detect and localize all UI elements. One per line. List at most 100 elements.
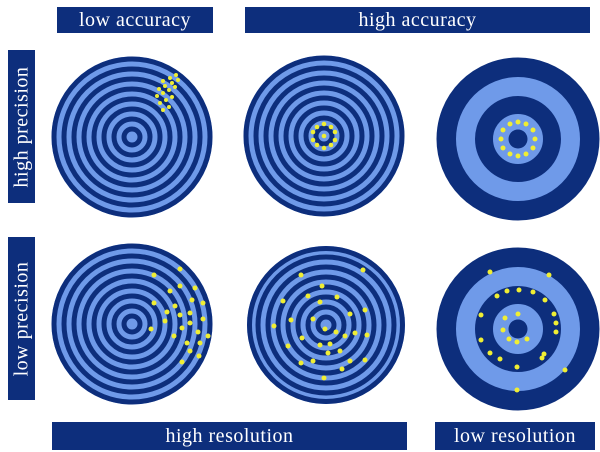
shot-dot [170, 95, 174, 99]
shot-dot [177, 283, 183, 289]
shot-dot [310, 316, 316, 322]
target-ring [101, 106, 163, 168]
shot-dot [352, 330, 358, 336]
shot-dot [200, 316, 206, 322]
shot-dot [562, 367, 568, 373]
label-text: low resolution [454, 425, 576, 447]
shot-dot [342, 333, 348, 339]
shot-dot [325, 350, 331, 356]
target-high-precision-low-accuracy [51, 56, 213, 218]
target-ring [71, 76, 193, 198]
shot-dot [314, 142, 320, 148]
shot-dot [553, 320, 559, 326]
shot-dot [339, 366, 345, 372]
shot-dot [337, 348, 343, 354]
shot-dot [532, 136, 538, 142]
target-ring [61, 253, 203, 395]
shot-dot [317, 342, 323, 348]
shot-dot [184, 340, 190, 346]
shot-dot [328, 124, 334, 130]
target-ring [475, 286, 561, 372]
shot-dot [168, 76, 172, 80]
target-low-precision-high-accuracy-low-res [436, 247, 600, 411]
shot-dot [317, 299, 323, 305]
shot-dot [364, 332, 370, 338]
target-ring [121, 126, 143, 148]
label-high-precision: high precision [8, 50, 35, 203]
shot-dot [523, 121, 529, 127]
label-text: high resolution [165, 425, 294, 447]
shot-dot [497, 356, 503, 362]
shot-dot [347, 311, 353, 317]
shot-dot [327, 341, 333, 347]
shot-dot [500, 327, 506, 333]
target-ring [313, 125, 335, 147]
shot-dot [310, 129, 316, 135]
target-ring [275, 274, 377, 376]
target-ring [121, 313, 143, 335]
shot-dot [319, 283, 325, 289]
label-text: low accuracy [78, 9, 192, 31]
shot-dot [187, 320, 193, 326]
shot-dot [177, 266, 183, 272]
target-ring [81, 86, 183, 188]
target-ring [265, 264, 387, 386]
shot-dot [164, 98, 168, 102]
shot-dot [176, 78, 180, 82]
target-center-dot [508, 129, 528, 149]
shot-dot [530, 289, 536, 295]
shot-dot [148, 326, 154, 332]
shot-dot [161, 91, 165, 95]
target-ring [293, 105, 355, 167]
shot-dot [299, 335, 305, 341]
label-text: high accuracy [358, 9, 477, 31]
shot-dot [530, 127, 536, 133]
label-high-accuracy: high accuracy [245, 7, 590, 33]
shot-dot [155, 94, 159, 98]
target-center-dot [508, 319, 528, 339]
shot-dot [164, 309, 170, 315]
shot-dot [310, 358, 316, 364]
shot-dot [539, 355, 545, 361]
shot-dot [516, 287, 522, 293]
shot-dot [179, 359, 185, 365]
target-ring [438, 249, 598, 409]
shot-dot [507, 151, 513, 157]
target-ring [263, 75, 385, 197]
target-ring [285, 284, 367, 366]
shot-dot [487, 269, 493, 275]
shot-dot [328, 142, 334, 148]
shot-dot [298, 360, 304, 366]
target-high-precision-high-accuracy-high-res [243, 55, 405, 217]
shot-dot [530, 145, 536, 151]
shot-dot [151, 272, 157, 278]
shot-dot [514, 339, 520, 345]
shot-dot [280, 298, 286, 304]
target-ring [438, 59, 598, 219]
shot-dot [171, 333, 177, 339]
shot-dot [310, 137, 316, 143]
shot-dot [515, 119, 521, 125]
target-ring [111, 303, 153, 345]
target-low-precision-low-accuracy [51, 243, 213, 405]
shot-dot [506, 336, 512, 342]
shot-dot [553, 329, 559, 335]
shot-dot [524, 336, 530, 342]
shot-dot [167, 105, 171, 109]
shot-dot [161, 108, 165, 112]
label-text: low precision [10, 261, 33, 376]
shot-dot [523, 151, 529, 157]
shot-dot [298, 272, 304, 278]
shot-dot [333, 329, 339, 335]
shot-dot [195, 329, 201, 335]
shot-dot [174, 73, 178, 77]
target-ring [305, 304, 347, 346]
shot-dot [515, 153, 521, 159]
shot-dot [334, 294, 340, 300]
target-ring [255, 254, 397, 396]
target-high-precision-high-accuracy-low-res [436, 57, 600, 221]
shot-dot [321, 375, 327, 381]
shot-dot [161, 79, 165, 83]
shot-dot [314, 124, 320, 130]
shot-dot [172, 303, 178, 309]
